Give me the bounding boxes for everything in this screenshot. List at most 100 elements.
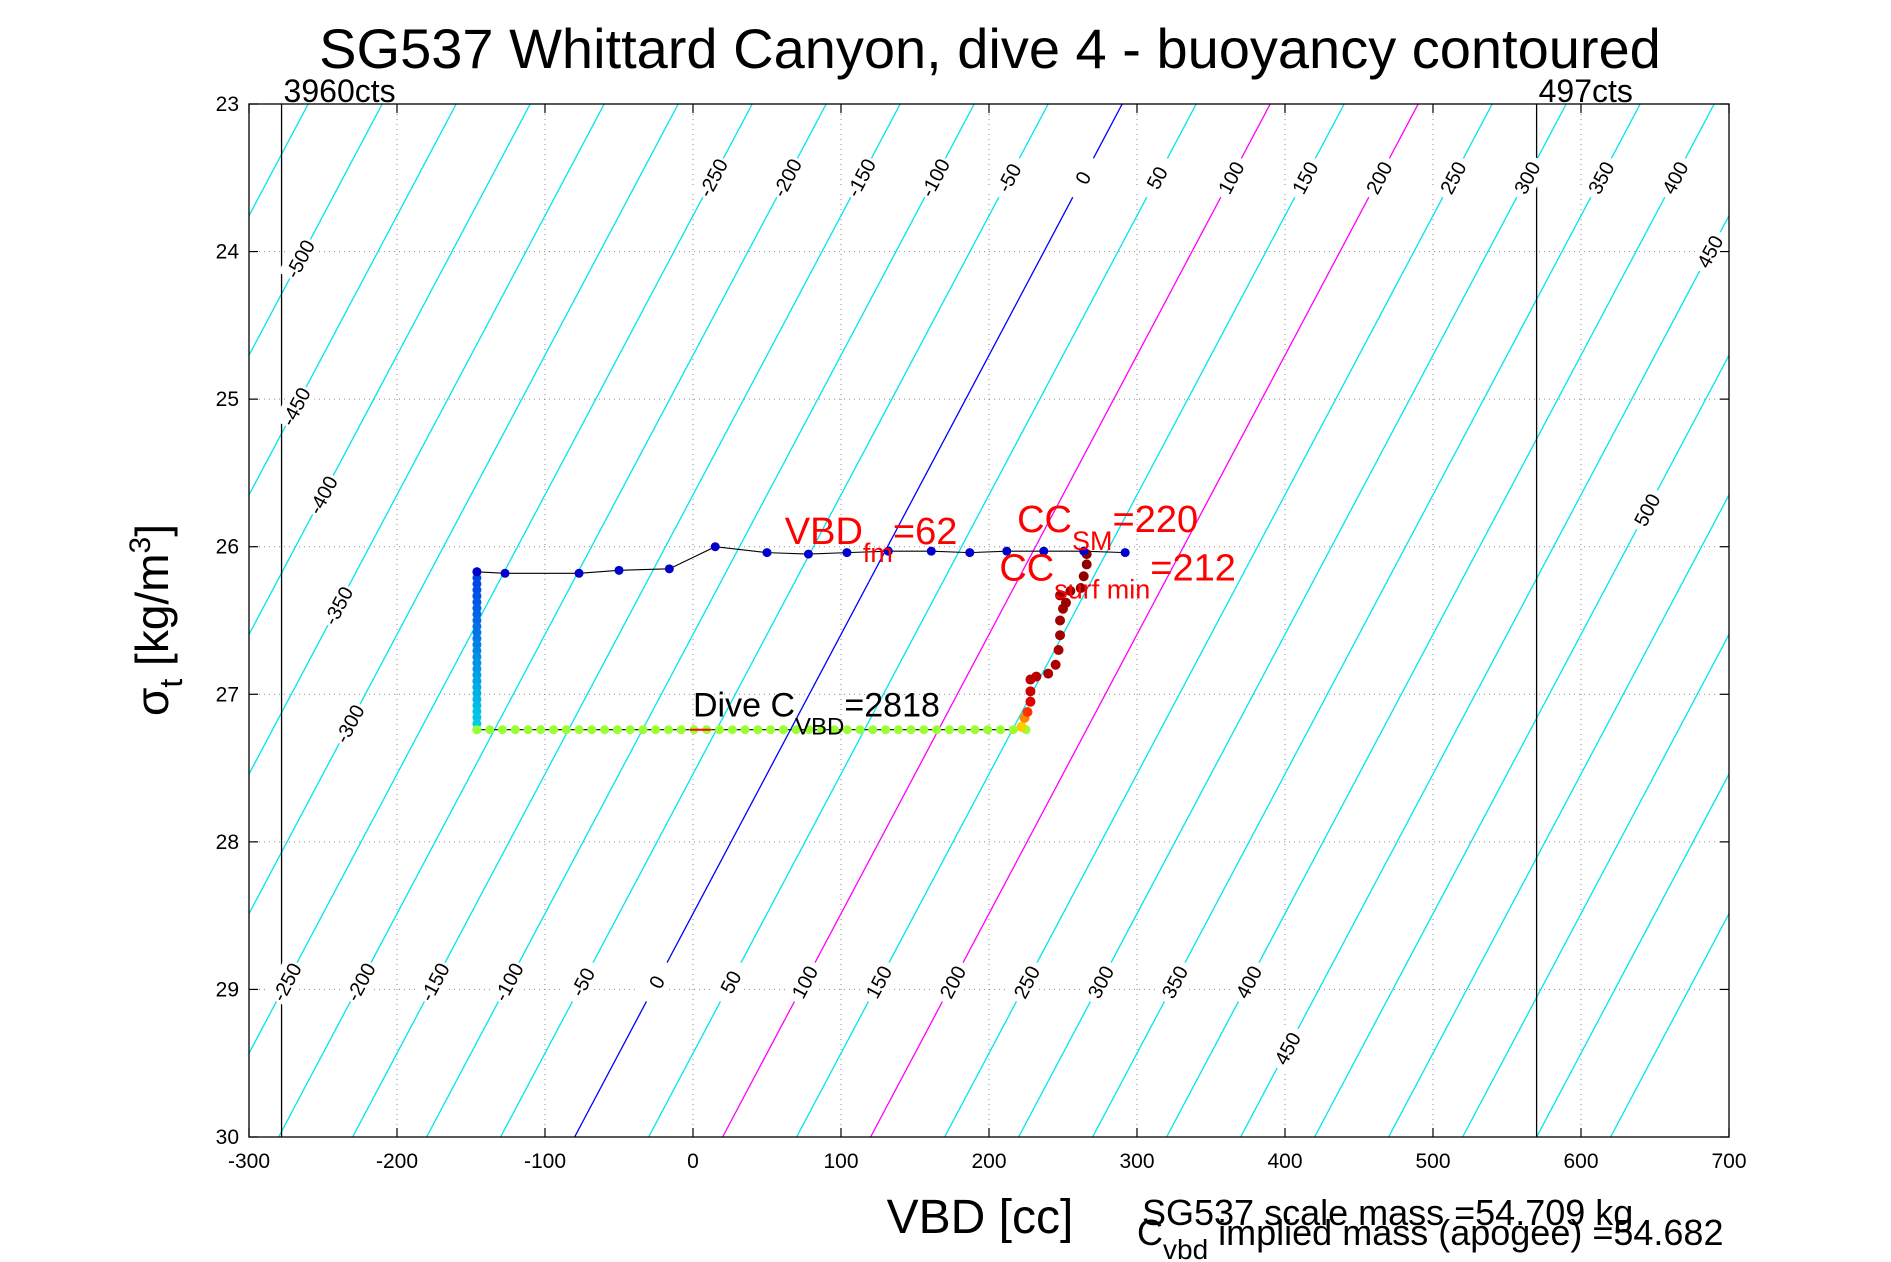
contour-label-bg: [765, 152, 809, 204]
track-point: [791, 725, 801, 735]
contour-label-bg: [708, 956, 753, 1008]
contour-label-bg: [1078, 956, 1123, 1008]
track-point: [651, 725, 661, 735]
y-tick-label: 30: [216, 1126, 239, 1149]
contour-label-bg: [856, 956, 901, 1008]
track-point: [778, 725, 788, 735]
track-point: [1025, 686, 1036, 697]
track-point: [881, 725, 891, 735]
track-point: [1031, 671, 1042, 682]
contour-line: [1388, 493, 1729, 1137]
contour-label-bg: [278, 233, 322, 285]
track-point: [842, 725, 852, 735]
x-tick-label: 0: [687, 1150, 699, 1173]
axes-frame: [248, 103, 1730, 1138]
contour-label-bg: [987, 152, 1031, 204]
track-point: [944, 725, 954, 735]
contour-line: [1314, 353, 1729, 1137]
axis-ticks: -300 -200 -100 0 100 200 300 400 500 600 700 23 24 25…: [216, 93, 1747, 1173]
track-point: [1043, 668, 1054, 679]
contour-label-bg: [1226, 956, 1271, 1008]
contour-line: [1240, 214, 1729, 1137]
contour-label-bg: [913, 152, 957, 204]
track-point: [587, 725, 597, 735]
footer-implied-mass-subscript: vbd: [1163, 1234, 1208, 1262]
contour-label-bg: [1152, 956, 1197, 1008]
track-point: [932, 725, 942, 735]
y-tick-label: 26: [216, 536, 239, 559]
contour-label-bg: [1135, 152, 1179, 204]
contour-label-bg: [1061, 152, 1105, 204]
contour-label-bg: [1579, 152, 1623, 204]
contour-labels: -500-450-400-350-300-250 -200 -150 -100 -50 0…: [264, 152, 1732, 1074]
contour-label-bg: [1505, 152, 1549, 204]
x-tick-label: -200: [376, 1150, 418, 1173]
track-point: [1002, 546, 1012, 556]
track-point: [1078, 571, 1089, 582]
track-point: [500, 568, 510, 578]
track-point: [612, 725, 622, 735]
track-line: [476, 546, 1126, 731]
track-point: [536, 725, 546, 735]
contour-label-bg: [560, 956, 605, 1008]
contour-line: [249, 104, 679, 916]
count-lines: 3960cts 497cts: [280, 73, 1633, 1137]
dive-track: [472, 542, 1130, 735]
x-tick-label: 600: [1563, 1150, 1598, 1173]
track-point: [906, 725, 916, 735]
contour-line: [1462, 633, 1729, 1137]
track-point: [803, 549, 813, 559]
contour-label-bg: [486, 956, 531, 1008]
y-tick-label: 23: [216, 93, 239, 116]
footer-implied-mass-text: implied mass (apogee) =54.682: [1208, 1212, 1723, 1253]
track-point: [497, 725, 507, 735]
track-point: [1060, 597, 1071, 608]
track-point: [727, 725, 737, 735]
x-tick-label: 700: [1711, 1150, 1746, 1173]
contour-label-bg: [1004, 956, 1049, 1008]
y-tick-label: 28: [216, 831, 239, 854]
track-point: [1022, 706, 1033, 717]
track-point: [472, 725, 482, 735]
track-point: [510, 725, 520, 735]
track-point: [1053, 645, 1064, 656]
track-point: [1081, 559, 1092, 570]
y-axis-label: σt [kg/m3]: [124, 524, 189, 716]
track-point: [710, 542, 720, 552]
track-point: [970, 725, 980, 735]
contour-label-bg: [1209, 152, 1253, 204]
track-point: [817, 725, 827, 735]
track-point: [638, 725, 648, 735]
track-point: [855, 725, 865, 735]
contour-line: [249, 104, 531, 636]
track-point: [883, 546, 893, 556]
x-tick-label: 300: [1119, 1150, 1154, 1173]
track-point: [472, 567, 482, 577]
contour-label-bg: [839, 152, 883, 204]
track-point: [523, 725, 533, 735]
contour-label-bg: [264, 956, 309, 1008]
x-tick-label: 400: [1267, 1150, 1302, 1173]
footer-scale-mass: SG537 scale mass =54.709 kg: [1142, 1192, 1633, 1233]
annotation: Dive CVBD=2818: [693, 686, 940, 740]
contour-line: [1610, 912, 1729, 1137]
contour-label-bg: [1431, 152, 1475, 204]
track-point: [1055, 590, 1066, 601]
y-axis-label-close: ]: [126, 524, 178, 537]
track-point: [1055, 615, 1066, 626]
x-tick-label: -300: [228, 1150, 270, 1173]
track-point: [957, 725, 967, 735]
track-point: [676, 725, 686, 735]
contour-label-bg: [338, 956, 383, 1008]
track-point: [561, 725, 571, 735]
track-point: [893, 725, 903, 735]
track-point: [804, 725, 814, 735]
x-tick-label: 100: [823, 1150, 858, 1173]
y-tick-label: 24: [216, 241, 240, 264]
track-point: [753, 725, 763, 735]
contour-label-bg: [782, 956, 827, 1008]
x-tick-label: 200: [971, 1150, 1006, 1173]
y-axis-label-symbol: σ: [126, 688, 178, 716]
track-point: [740, 725, 750, 735]
contour-line: [249, 104, 457, 497]
